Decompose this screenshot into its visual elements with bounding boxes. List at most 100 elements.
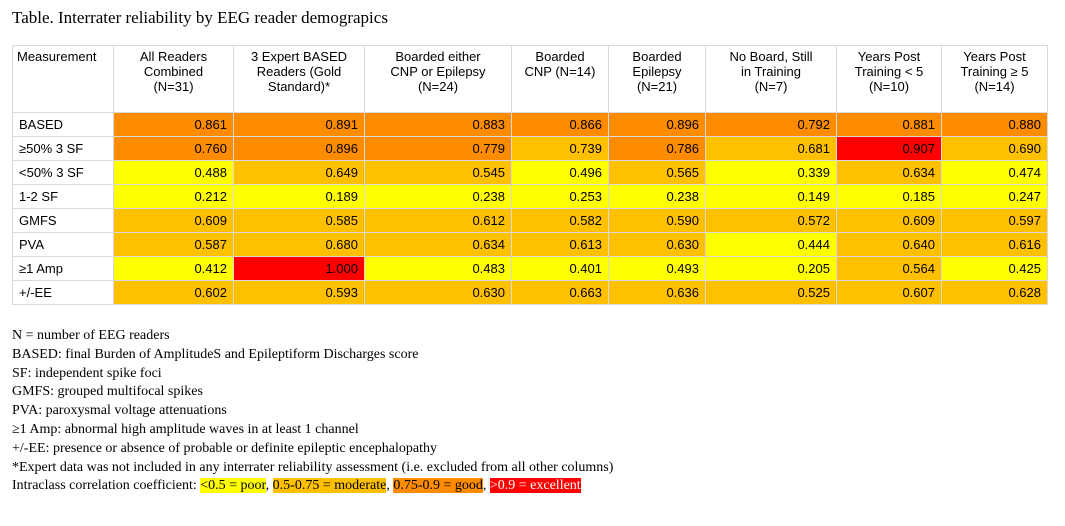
cell: 0.602 xyxy=(113,280,234,305)
cell: 0.634 xyxy=(364,232,512,257)
cell: 0.680 xyxy=(233,232,365,257)
cell: 0.483 xyxy=(364,256,512,281)
cell: 1.000 xyxy=(233,256,365,281)
note: ≥1 Amp: abnormal high amplitude waves in… xyxy=(12,421,359,437)
cell: 0.640 xyxy=(836,232,942,257)
cell: 0.212 xyxy=(113,184,234,209)
cell: 0.616 xyxy=(941,232,1048,257)
cell: 0.401 xyxy=(511,256,609,281)
cell: 0.896 xyxy=(608,112,706,137)
cell: 0.597 xyxy=(941,208,1048,233)
cell: 0.636 xyxy=(608,280,706,305)
cell: 0.238 xyxy=(364,184,512,209)
cell: 0.493 xyxy=(608,256,706,281)
cell: 0.444 xyxy=(705,232,837,257)
row-label: BASED xyxy=(12,112,114,137)
legend-separator: , xyxy=(482,478,490,494)
note: +/-EE: presence or absence of probable o… xyxy=(12,440,437,456)
header-cell: All Readers Combined (N=31) xyxy=(113,45,234,113)
header-cell: 3 Expert BASED Readers (Gold Standard)* xyxy=(233,45,365,113)
header-cell: Years Post Training < 5 (N=10) xyxy=(836,45,942,113)
cell: 0.609 xyxy=(836,208,942,233)
legend-item: 0.5-0.75 = moderate xyxy=(272,478,387,494)
cell: 0.425 xyxy=(941,256,1048,281)
cell: 0.649 xyxy=(233,160,365,185)
row: +/-EE 0.602 0.593 0.630 0.663 0.636 0.525 0.607… xyxy=(12,280,1048,305)
legend-separator: , xyxy=(386,478,394,494)
cell: 0.739 xyxy=(511,136,609,161)
cell: 0.593 xyxy=(233,280,365,305)
cell: 0.663 xyxy=(511,280,609,305)
cell: 0.496 xyxy=(511,160,609,185)
row-label: GMFS xyxy=(12,208,114,233)
cell: 0.896 xyxy=(233,136,365,161)
row: GMFS 0.609 0.585 0.612 0.582 0.590 0.572 0.609 0… xyxy=(12,208,1048,233)
cell: 0.587 xyxy=(113,232,234,257)
row: ≥1 Amp 0.412 1.000 0.483 0.401 0.493 0.205 0.56… xyxy=(12,256,1048,281)
cell: 0.681 xyxy=(705,136,837,161)
cell: 0.609 xyxy=(113,208,234,233)
cell: 0.339 xyxy=(705,160,837,185)
note: PVA: paroxysmal voltage attenuations xyxy=(12,403,227,419)
cell: 0.572 xyxy=(705,208,837,233)
cell: 0.247 xyxy=(941,184,1048,209)
row-label: ≥1 Amp xyxy=(12,256,114,281)
row-label: 1-2 SF xyxy=(12,184,114,209)
cell: 0.690 xyxy=(941,136,1048,161)
cell: 0.786 xyxy=(608,136,706,161)
cell: 0.564 xyxy=(836,256,942,281)
header-cell: Measurement xyxy=(12,45,114,113)
cell: 0.149 xyxy=(705,184,837,209)
cell: 0.474 xyxy=(941,160,1048,185)
note: *Expert data was not included in any int… xyxy=(12,459,614,475)
cell: 0.630 xyxy=(608,232,706,257)
cell: 0.880 xyxy=(941,112,1048,137)
header-cell: Boarded either CNP or Epilepsy (N=24) xyxy=(364,45,512,113)
header-cell: Years Post Training ≥ 5 (N=14) xyxy=(941,45,1048,113)
table: Measurement All Readers Combined (N=31) 3 … xyxy=(12,45,1048,305)
row-label: ≥50% 3 SF xyxy=(12,136,114,161)
cell: 0.792 xyxy=(705,112,837,137)
cell: 0.607 xyxy=(836,280,942,305)
cell: 0.189 xyxy=(233,184,365,209)
note: BASED: final Burden of AmplitudeS and Ep… xyxy=(12,346,419,362)
cell: 0.585 xyxy=(233,208,365,233)
cell: 0.525 xyxy=(705,280,837,305)
cell: 0.412 xyxy=(113,256,234,281)
cell: 0.883 xyxy=(364,112,512,137)
cell: 0.253 xyxy=(511,184,609,209)
cell: 0.866 xyxy=(511,112,609,137)
cell: 0.590 xyxy=(608,208,706,233)
legend-item: >0.9 = excellent xyxy=(489,478,581,494)
legend-item: 0.75-0.9 = good xyxy=(393,478,483,494)
cell: 0.545 xyxy=(364,160,512,185)
cell: 0.630 xyxy=(364,280,512,305)
cell: 0.205 xyxy=(705,256,837,281)
cell: 0.891 xyxy=(233,112,365,137)
note: GMFS: grouped multifocal spikes xyxy=(12,384,203,400)
cell: 0.185 xyxy=(836,184,942,209)
cell: 0.861 xyxy=(113,112,234,137)
cell: 0.612 xyxy=(364,208,512,233)
cell: 0.628 xyxy=(941,280,1048,305)
legend: Intraclass correlation coefficient: <0.5… xyxy=(12,477,613,496)
legend-separator: , xyxy=(265,478,273,494)
table-body: BASED 0.861 0.891 0.883 0.866 0.896 0.792 0.881… xyxy=(12,112,1048,305)
row: PVA 0.587 0.680 0.634 0.613 0.630 0.444 0.640 0.… xyxy=(12,232,1048,257)
cell: 0.582 xyxy=(511,208,609,233)
row: BASED 0.861 0.891 0.883 0.866 0.896 0.792 0.881… xyxy=(12,112,1048,137)
header-cell: Boarded Epilepsy (N=21) xyxy=(608,45,706,113)
row: 1-2 SF 0.212 0.189 0.238 0.253 0.238 0.149 0.18… xyxy=(12,184,1048,209)
cell: 0.634 xyxy=(836,160,942,185)
cell: 0.881 xyxy=(836,112,942,137)
header-row: Measurement All Readers Combined (N=31) 3 … xyxy=(12,45,1048,113)
row: ≥50% 3 SF 0.760 0.896 0.779 0.739 0.786 0.681 0… xyxy=(12,136,1048,161)
legend-label: Intraclass correlation coefficient: xyxy=(12,478,201,494)
cell: 0.760 xyxy=(113,136,234,161)
legend-item: <0.5 = poor xyxy=(200,478,266,494)
cell: 0.779 xyxy=(364,136,512,161)
row-label: <50% 3 SF xyxy=(12,160,114,185)
cell: 0.613 xyxy=(511,232,609,257)
note: N = number of EEG readers xyxy=(12,328,170,343)
row: <50% 3 SF 0.488 0.649 0.545 0.496 0.565 0.339 0… xyxy=(12,160,1048,185)
